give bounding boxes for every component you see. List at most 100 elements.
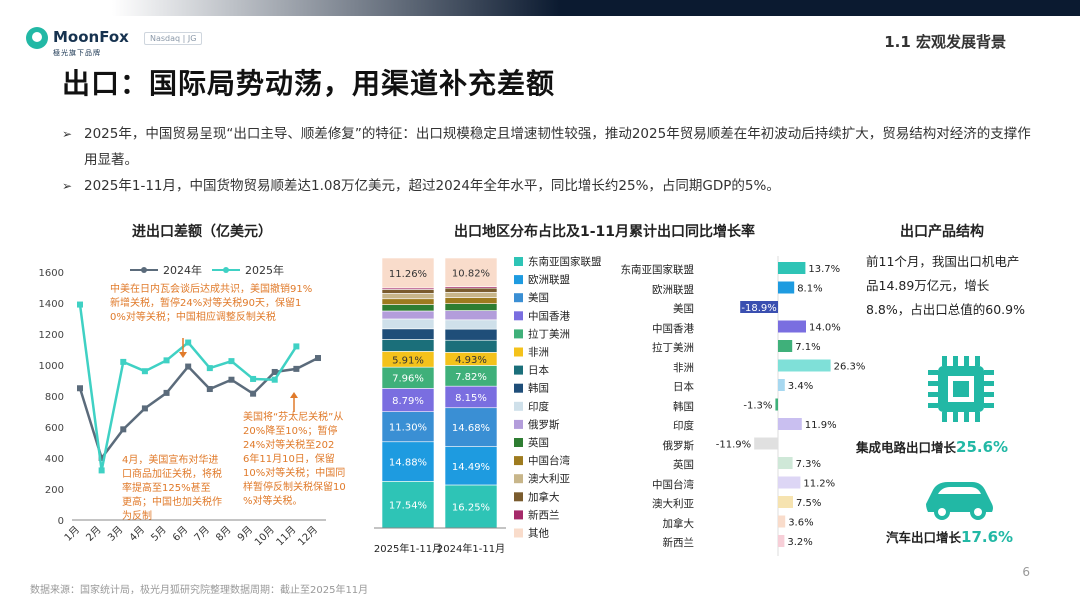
stack-segment (381, 441, 435, 482)
growth-value-label: 7.5% (796, 498, 821, 509)
top-banner (0, 0, 1080, 16)
stack-data-label: 11.26% (389, 269, 427, 280)
growth-value-label: 11.9% (805, 420, 837, 431)
growth-category-label: 印度 (673, 420, 694, 432)
page-number: 6 (1022, 565, 1030, 579)
stack-data-label: 11.30% (389, 423, 427, 434)
legend-label: 2024年 (163, 263, 202, 277)
stack-chart-title: 出口地区分布占比及1-11月累计出口同比增长率 (454, 224, 756, 240)
x-tick-label: 12月 (296, 524, 321, 549)
annotation-geneva: 中美在日内瓦会谈后达成共识，美国撤销91%新增关税，暂停24%对等关税90天，保… (110, 282, 312, 323)
data-point (77, 301, 83, 308)
legend-swatch (514, 311, 523, 321)
ic-growth-text: 集成电路出口增长 (856, 440, 957, 455)
legend-label: 拉丁美洲 (528, 327, 570, 340)
growth-bar (778, 379, 785, 391)
data-point (77, 385, 83, 392)
annotation-april: 4月，美国宣布对华进口商品加征关税，将税率提高至125%甚至更高；中国也加关税作… (122, 453, 222, 522)
growth-bar (778, 457, 793, 469)
growth-value-label: -18.9% (741, 303, 776, 314)
growth-value-label: 3.6% (788, 518, 813, 529)
bullet-list: ➢ 2025年，中国贸易呈现“出口主导、顺差修复”的特征：出口规模稳定且增速韧性较… (62, 121, 1032, 199)
stack-segment (444, 297, 498, 304)
legend-label: 日本 (528, 364, 549, 377)
growth-bar (778, 496, 793, 508)
y-tick-label: 800 (45, 392, 64, 403)
bullet-item: ➢ 2025年1-11月，中国货物贸易顺差达1.08万亿美元，超过2024年全年水… (62, 173, 1032, 199)
growth-value-label: 7.3% (796, 459, 821, 470)
growth-bar (778, 418, 802, 430)
growth-bar (778, 262, 806, 274)
x-tick-label: 2025年1-11月 (374, 542, 442, 555)
growth-value-label: 3.2% (787, 537, 812, 548)
growth-bar (778, 535, 785, 547)
stack-segment (444, 319, 498, 330)
y-tick-label: 200 (45, 485, 64, 496)
growth-bar (778, 515, 786, 528)
data-point (228, 358, 235, 365)
stack-segment (444, 446, 498, 486)
legend-label: 韩国 (528, 382, 549, 395)
stack-segment (381, 298, 435, 305)
bullet-text: 2025年，中国贸易呈现“出口主导、顺差修复”的特征：出口规模稳定且增速韧性较强… (84, 126, 1031, 168)
growth-value-label: 11.2% (803, 479, 835, 490)
legend-label: 其他 (528, 527, 549, 540)
data-point (293, 343, 300, 350)
legend-label: 中国台湾 (528, 454, 570, 467)
nasdaq-badge: Nasdaq | JG (144, 32, 203, 45)
ic-growth-value: 25.6% (956, 438, 1009, 456)
data-point (141, 368, 148, 375)
annotation-arrowhead (290, 392, 298, 398)
legend-swatch (514, 275, 523, 285)
growth-bar (778, 476, 801, 489)
stack-segment (444, 287, 498, 293)
x-tick-label: 5月 (149, 524, 169, 544)
growth-value-label: 14.0% (809, 323, 841, 334)
legend-label: 英国 (528, 436, 549, 449)
growth-value-label: 3.4% (788, 381, 813, 392)
legend-swatch (514, 365, 523, 375)
growth-category-label: 日本 (673, 381, 694, 393)
stack-segment (381, 293, 435, 300)
growth-value-label: 26.3% (834, 362, 866, 373)
data-point (185, 339, 192, 346)
growth-bar (775, 398, 778, 411)
stack-segment (381, 289, 435, 294)
growth-category-label: 中国台湾 (652, 478, 694, 491)
growth-category-label: 加拿大 (662, 517, 695, 530)
y-tick-label: 1000 (39, 361, 64, 372)
export-growth-bar-chart: 13.7% 8.1% -18.9% 14.0% 7.1% 26.3% 3.4% -1.3% 11… (716, 256, 866, 556)
x-tick-label: 8月 (214, 524, 234, 544)
car-growth-label: 汽车出口增长17.6% (886, 527, 1013, 546)
data-point (206, 386, 213, 393)
y-tick-label: 1600 (39, 268, 64, 279)
legend-swatch (514, 419, 523, 429)
legend-label: 中国香港 (528, 309, 570, 322)
section-title: 1.1 宏观发展背景 (884, 33, 1006, 51)
bullet-item: ➢ 2025年，中国贸易呈现“出口主导、顺差修复”的特征：出口规模稳定且增速韧性较… (62, 121, 1032, 173)
growth-category-label: 英国 (673, 459, 694, 471)
car-growth-value: 17.6% (961, 528, 1014, 546)
line-chart-title: 进出口差额（亿美元） (132, 224, 272, 240)
data-point (293, 365, 300, 372)
chip-icon (928, 356, 994, 422)
stack-data-label: 7.82% (455, 372, 487, 383)
series-line (78, 356, 319, 461)
stack-data-label: 14.68% (452, 423, 490, 434)
stack-segment (444, 328, 498, 341)
stack-data-label: 14.88% (389, 458, 427, 469)
car-icon (926, 482, 993, 520)
growth-category-label: 东南亚国家联盟 (620, 264, 695, 276)
legend-label: 印度 (528, 400, 549, 413)
growth-bar (778, 320, 806, 333)
stack-data-label: 8.79% (392, 396, 424, 407)
stack-segment (381, 257, 435, 289)
legend-marker (223, 267, 229, 273)
legend-swatch (514, 383, 523, 393)
bullet-arrow-icon: ➢ (62, 179, 73, 193)
annotation-arrowhead (179, 352, 187, 358)
x-tick-label: 1月 (62, 524, 82, 544)
x-tick-label: 2024年1-11月 (437, 542, 505, 555)
data-point (271, 368, 278, 375)
legend-swatch (514, 257, 523, 266)
